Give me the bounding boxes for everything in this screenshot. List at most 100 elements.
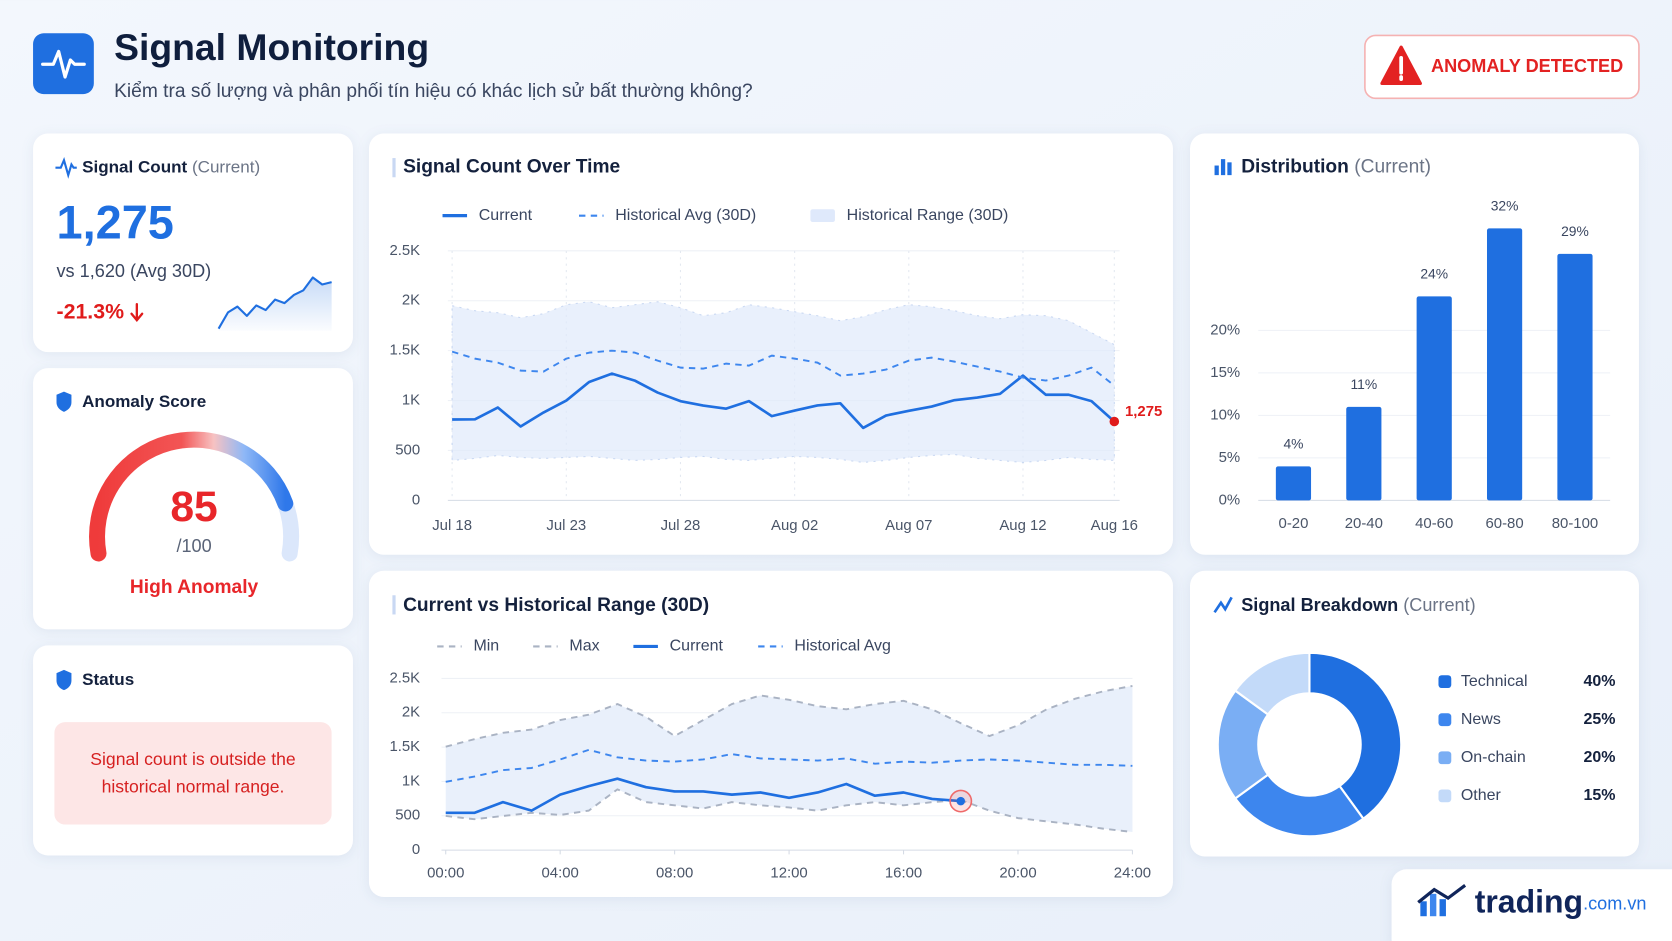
y-tick-label: 0% xyxy=(1219,491,1241,508)
legend-label: Min xyxy=(473,638,499,655)
series-line xyxy=(445,748,1133,783)
x-tick-label: 80-100 xyxy=(1552,515,1598,532)
y-tick-label: 500 xyxy=(395,807,420,824)
logo-brand: trading xyxy=(1475,884,1583,920)
x-tick-label: 08:00 xyxy=(656,865,693,882)
legend-swatch xyxy=(1438,751,1452,765)
y-tick-label: 1K xyxy=(402,391,420,408)
legend-label: Other xyxy=(1461,787,1502,804)
legend-label: Current xyxy=(670,638,724,655)
title-accent xyxy=(392,595,396,615)
bar xyxy=(1486,228,1523,501)
status-message: Signal count is outside the historical n… xyxy=(90,749,296,797)
annotation: 1,275 xyxy=(1125,403,1162,420)
donut-slice xyxy=(1308,651,1403,821)
x-tick-label: Aug 12 xyxy=(999,517,1046,534)
status-box xyxy=(54,722,332,825)
y-tick-label: 2.5K xyxy=(389,242,420,259)
legend-swatch xyxy=(1438,675,1452,689)
x-tick-label: 20-40 xyxy=(1345,515,1383,532)
y-tick-label: 10% xyxy=(1210,406,1240,423)
x-tick-label: Jul 28 xyxy=(661,517,701,534)
shield-icon xyxy=(56,391,72,412)
legend-label: Historical Avg xyxy=(794,638,891,655)
chart-title: Signal Breakdown (Current) xyxy=(1241,595,1475,615)
legend-label: On-chain xyxy=(1461,749,1526,766)
chart-qualifier: (Current) xyxy=(1403,595,1475,615)
logo: trading.com.vn xyxy=(1475,884,1647,920)
y-tick-label: 20% xyxy=(1210,321,1240,338)
kpi-comparison: vs 1,620 (Avg 30D) xyxy=(57,261,212,281)
x-tick-label: Jul 18 xyxy=(432,517,472,534)
page-subtitle: Kiểm tra số lượng và phân phối tín hiệu … xyxy=(114,81,753,102)
kpi-change: -21.3% xyxy=(57,299,125,323)
legend-value: 20% xyxy=(1583,749,1615,766)
status-wrap: Signal count is outside the historical n… xyxy=(90,749,296,797)
card-title: Anomaly Score xyxy=(82,392,206,411)
y-tick-label: 1.5K xyxy=(389,342,420,359)
card-title: Status xyxy=(82,670,134,689)
legend-label: Current xyxy=(479,207,533,224)
y-tick-label: 0 xyxy=(412,491,420,508)
x-tick-label: 40-60 xyxy=(1415,515,1453,532)
x-tick-label: 16:00 xyxy=(885,865,922,882)
y-tick-label: 1K xyxy=(402,772,420,789)
anomaly-score-card xyxy=(33,368,353,630)
y-tick-label: 1.5K xyxy=(389,738,420,755)
x-tick-label: 12:00 xyxy=(770,865,807,882)
value-label: 4% xyxy=(1283,436,1303,452)
card-title: Signal Count (Current) xyxy=(82,157,260,176)
down-arrow xyxy=(130,302,144,322)
legend-label: Historical Range (30D) xyxy=(847,207,1009,224)
title-accent xyxy=(392,158,396,178)
legend-label: Historical Avg (30D) xyxy=(615,207,756,224)
chart-icon xyxy=(1213,596,1233,614)
alert-text: ANOMALY DETECTED xyxy=(1431,56,1623,76)
chart-title: Current vs Historical Range (30D) xyxy=(403,595,709,616)
chart-title: Distribution (Current) xyxy=(1241,157,1431,178)
x-tick-label: 20:00 xyxy=(999,865,1036,882)
page-title: Signal Monitoring xyxy=(114,26,429,68)
legend-swatch xyxy=(1438,713,1452,727)
legend-label: Technical xyxy=(1461,673,1528,690)
shield-icon xyxy=(56,669,72,691)
card-title-text: Signal Count xyxy=(82,157,187,176)
value-label: 32% xyxy=(1491,198,1519,214)
legend-value: 15% xyxy=(1583,787,1615,804)
app-icon xyxy=(33,33,94,95)
y-tick-label: 2K xyxy=(402,704,420,721)
chart-card xyxy=(1190,570,1639,857)
donut-slice xyxy=(1233,773,1365,838)
bar xyxy=(1557,253,1593,501)
x-tick-label: Jul 23 xyxy=(546,517,586,534)
value-label: 24% xyxy=(1420,266,1448,282)
pulse-icon xyxy=(55,157,77,179)
alert-badge xyxy=(1364,34,1640,100)
y-tick-label: 15% xyxy=(1210,364,1240,381)
range-fill xyxy=(445,685,1133,832)
x-tick-label: 60-80 xyxy=(1486,515,1524,532)
pulse-icon xyxy=(41,49,86,79)
legend-swatch xyxy=(810,209,835,223)
y-tick-label: 2.5K xyxy=(389,669,420,686)
y-tick-label: 2K xyxy=(402,292,420,309)
card-qualifier: (Current) xyxy=(192,157,260,176)
sparkline xyxy=(217,276,332,330)
y-tick-label: 0 xyxy=(412,841,420,858)
signal-count-card xyxy=(33,133,353,353)
y-tick-label: 5% xyxy=(1219,449,1241,466)
legend-value: 25% xyxy=(1583,711,1615,728)
chart-qualifier: (Current) xyxy=(1354,157,1431,178)
chart-title: Signal Count Over Time xyxy=(403,157,620,178)
range-band xyxy=(451,301,1115,463)
x-tick-label: Aug 16 xyxy=(1091,517,1138,534)
logo-domain: .com.vn xyxy=(1583,893,1646,913)
bar xyxy=(1275,466,1312,501)
series-line xyxy=(452,372,1116,430)
bar xyxy=(1416,296,1452,501)
legend-value: 40% xyxy=(1583,673,1615,690)
series-line xyxy=(445,684,1133,748)
y-tick-label: 500 xyxy=(395,441,420,458)
score-max: /100 xyxy=(176,536,211,556)
x-tick-label: 0-20 xyxy=(1279,515,1309,532)
